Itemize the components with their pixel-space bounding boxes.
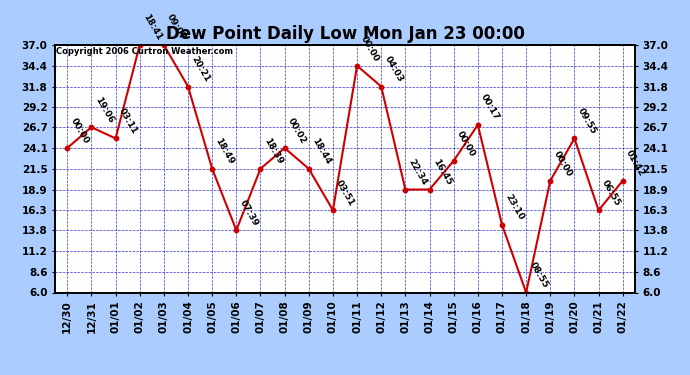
- Point: [327, 207, 338, 213]
- Text: 07:39: 07:39: [238, 198, 260, 228]
- Text: Copyright 2006 Curtron Weather.com: Copyright 2006 Curtron Weather.com: [57, 48, 233, 57]
- Point: [520, 290, 531, 296]
- Text: 04:03: 04:03: [383, 54, 404, 84]
- Text: 09:55: 09:55: [576, 106, 598, 136]
- Point: [110, 135, 121, 141]
- Text: 20:21: 20:21: [190, 54, 211, 84]
- Text: 00:00: 00:00: [69, 116, 90, 145]
- Point: [448, 158, 460, 164]
- Point: [569, 135, 580, 141]
- Text: 23:10: 23:10: [504, 193, 525, 222]
- Text: 00:02: 00:02: [286, 116, 308, 145]
- Text: 03:51: 03:51: [335, 178, 356, 207]
- Point: [497, 222, 508, 228]
- Text: 18:39: 18:39: [262, 136, 284, 166]
- Text: 18:41: 18:41: [141, 13, 164, 42]
- Point: [159, 42, 170, 48]
- Text: 18:49: 18:49: [214, 136, 236, 166]
- Title: Dew Point Daily Low Mon Jan 23 00:00: Dew Point Daily Low Mon Jan 23 00:00: [166, 26, 524, 44]
- Point: [593, 207, 604, 213]
- Point: [207, 166, 218, 172]
- Point: [230, 227, 241, 233]
- Point: [351, 63, 363, 69]
- Point: [424, 186, 435, 192]
- Text: 18:44: 18:44: [310, 136, 333, 166]
- Text: 19:06: 19:06: [93, 95, 115, 124]
- Point: [617, 178, 628, 184]
- Point: [303, 166, 314, 172]
- Point: [134, 42, 145, 48]
- Text: 00:00: 00:00: [359, 34, 380, 63]
- Point: [400, 186, 411, 192]
- Text: 00:00: 00:00: [552, 149, 573, 178]
- Text: 22:34: 22:34: [407, 158, 429, 187]
- Text: 16:45: 16:45: [431, 158, 453, 187]
- Text: 06:55: 06:55: [600, 178, 622, 207]
- Point: [86, 124, 97, 130]
- Point: [255, 166, 266, 172]
- Point: [62, 145, 73, 151]
- Text: 08:55: 08:55: [528, 261, 549, 290]
- Text: 00:00: 00:00: [455, 129, 477, 158]
- Point: [545, 178, 556, 184]
- Text: 03:11: 03:11: [117, 106, 139, 136]
- Point: [472, 122, 483, 128]
- Point: [182, 84, 193, 90]
- Text: 00:17: 00:17: [480, 93, 501, 122]
- Text: 09:07: 09:07: [166, 13, 188, 42]
- Point: [279, 145, 290, 151]
- Text: 01:42: 01:42: [624, 148, 647, 178]
- Point: [375, 84, 386, 90]
